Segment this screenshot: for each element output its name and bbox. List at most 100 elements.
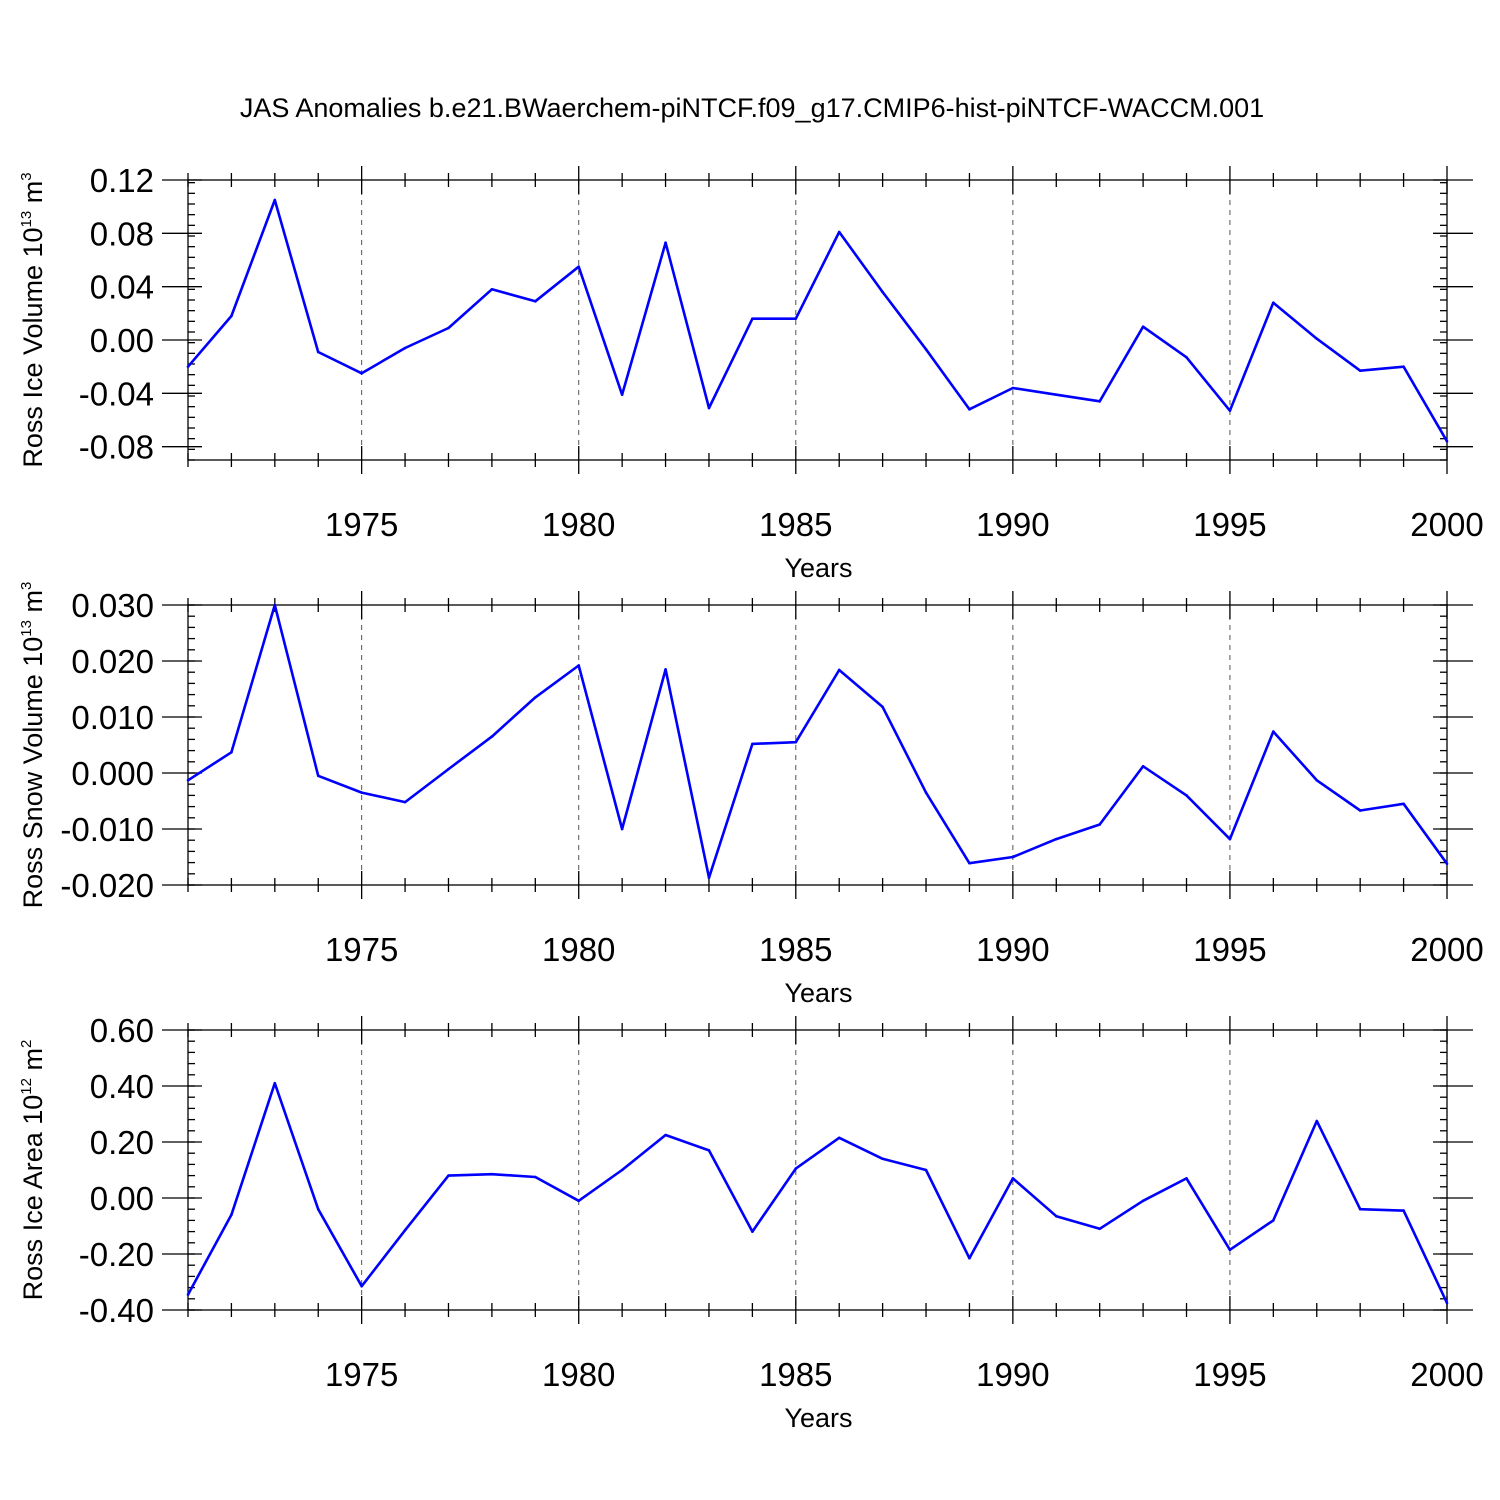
x-tick-label: 2000: [1410, 1356, 1483, 1393]
data-point-1973: [273, 603, 277, 607]
y-axis-title-main: Ross Ice Area 10: [18, 1095, 48, 1301]
data-point-1994: [1185, 794, 1188, 797]
y-tick-label: -0.08: [79, 429, 154, 466]
data-point-1973: [273, 198, 277, 202]
data-point-1987: [881, 290, 884, 294]
y-tick-label: -0.010: [60, 811, 154, 848]
data-point-1978: [490, 735, 494, 738]
y-tick-label: 0.08: [90, 215, 154, 252]
plot-frame: [187, 1029, 1448, 1311]
y-axis-title-unit: m: [18, 590, 48, 620]
data-point-1975: [360, 791, 363, 794]
y-tick-label: -0.20: [79, 1236, 154, 1273]
data-point-1972: [230, 1213, 233, 1217]
data-point-1990: [1011, 855, 1015, 859]
y-axis-title-unit-exponent: 2: [18, 1040, 35, 1048]
y-tick-label: 0.00: [90, 1180, 154, 1217]
data-point-1985: [794, 1167, 798, 1170]
data-point-1992: [1098, 823, 1101, 826]
data-point-1975: [360, 1284, 363, 1288]
y-axis-title-exponent: 13: [18, 211, 35, 228]
data-point-1990: [1011, 1177, 1015, 1180]
x-tick-label: 1990: [976, 506, 1049, 543]
data-point-1977: [447, 767, 450, 771]
data-point-1988: [924, 1168, 928, 1172]
x-tick-label: 1985: [759, 931, 832, 968]
data-point-1991: [1054, 837, 1058, 841]
y-tick-label: 0.04: [90, 269, 154, 306]
data-point-1978: [490, 1172, 494, 1176]
data-point-1984: [751, 317, 754, 320]
data-point-1981: [620, 827, 624, 831]
data-point-1980: [577, 1199, 581, 1203]
x-tick-label: 1975: [325, 506, 398, 543]
data-point-1972: [230, 314, 233, 318]
x-tick-label: 1985: [759, 1356, 832, 1393]
plot-frame: [187, 179, 1448, 461]
data-point-1995: [1228, 837, 1232, 841]
data-point-1976: [403, 346, 407, 350]
x-tick-label: 1995: [1193, 1356, 1266, 1393]
data-point-1972: [230, 750, 233, 754]
data-point-1983: [707, 876, 711, 880]
y-axis-title-main: Ross Ice Volume 10: [18, 227, 48, 467]
data-point-1998: [1358, 1207, 1362, 1211]
y-axis-title: Ross Snow Volume 1013 m3: [18, 582, 48, 909]
data-point-1991: [1054, 1214, 1058, 1218]
data-point-1995: [1228, 409, 1232, 412]
data-point-1992: [1098, 400, 1101, 403]
x-tick-label: 2000: [1410, 506, 1483, 543]
data-point-1980: [577, 664, 581, 667]
y-tick-label: 0.12: [90, 162, 154, 199]
data-point-1989: [968, 1256, 971, 1260]
x-tick-label: 1980: [542, 931, 615, 968]
data-point-1978: [490, 288, 494, 291]
series-line: [187, 198, 1449, 442]
x-tick-label: 1995: [1193, 931, 1266, 968]
data-point-1977: [447, 1174, 450, 1177]
data-point-1999: [1402, 802, 1405, 806]
y-axis-title: Ross Ice Volume 1013 m3: [18, 172, 48, 467]
y-tick-label: 0.00: [90, 322, 154, 359]
data-point-1989: [968, 861, 971, 865]
data-point-1999: [1402, 365, 1405, 368]
y-tick-label: 0.40: [90, 1068, 154, 1105]
data-point-1976: [403, 1228, 407, 1232]
data-point-1974: [316, 350, 320, 354]
data-point-1982: [664, 668, 667, 671]
data-point-1993: [1141, 325, 1145, 328]
data-point-1999: [1402, 1209, 1405, 1212]
data-point-1994: [1185, 1177, 1188, 1180]
panel-3: -0.40 -0.20 0.00 0.20 0.40 0.60 1975 1980 1985 19…: [18, 1012, 1484, 1433]
panel-2: -0.020 -0.010 0.000 0.010 0.020 0.030 1975 1980…: [18, 582, 1484, 1008]
y-tick-label: -0.40: [79, 1292, 154, 1329]
data-point-1981: [620, 393, 624, 396]
data-point-1980: [577, 265, 581, 268]
x-tick-label: 1985: [759, 506, 832, 543]
x-tick-label: 1980: [542, 1356, 615, 1393]
x-tick-label: 1995: [1193, 506, 1266, 543]
data-point-2000: [1445, 440, 1449, 443]
y-axis-title-exponent: 12: [18, 1078, 35, 1095]
y-axis-title-unit-exponent: 3: [18, 582, 35, 590]
x-tick-label: 1975: [325, 931, 398, 968]
data-point-1985: [794, 740, 798, 744]
data-point-1996: [1272, 301, 1275, 304]
y-axis-title-exponent: 13: [18, 620, 35, 637]
data-point-1990: [1011, 386, 1015, 390]
y-tick-label: 0.000: [71, 755, 154, 792]
data-point-1983: [707, 1149, 711, 1152]
y-axis-title-main: Ross Snow Volume 10: [18, 637, 48, 909]
data-point-1984: [751, 742, 754, 746]
data-point-1991: [1054, 393, 1058, 396]
data-point-1995: [1228, 1248, 1232, 1252]
data-point-1983: [707, 406, 711, 410]
data-point-1996: [1272, 730, 1275, 733]
data-point-1979: [534, 696, 537, 699]
data-point-1979: [534, 1175, 537, 1179]
data-point-1987: [881, 1157, 884, 1161]
y-tick-label: -0.020: [60, 867, 154, 904]
data-point-1976: [403, 800, 407, 804]
data-point-1971: [186, 1293, 190, 1296]
